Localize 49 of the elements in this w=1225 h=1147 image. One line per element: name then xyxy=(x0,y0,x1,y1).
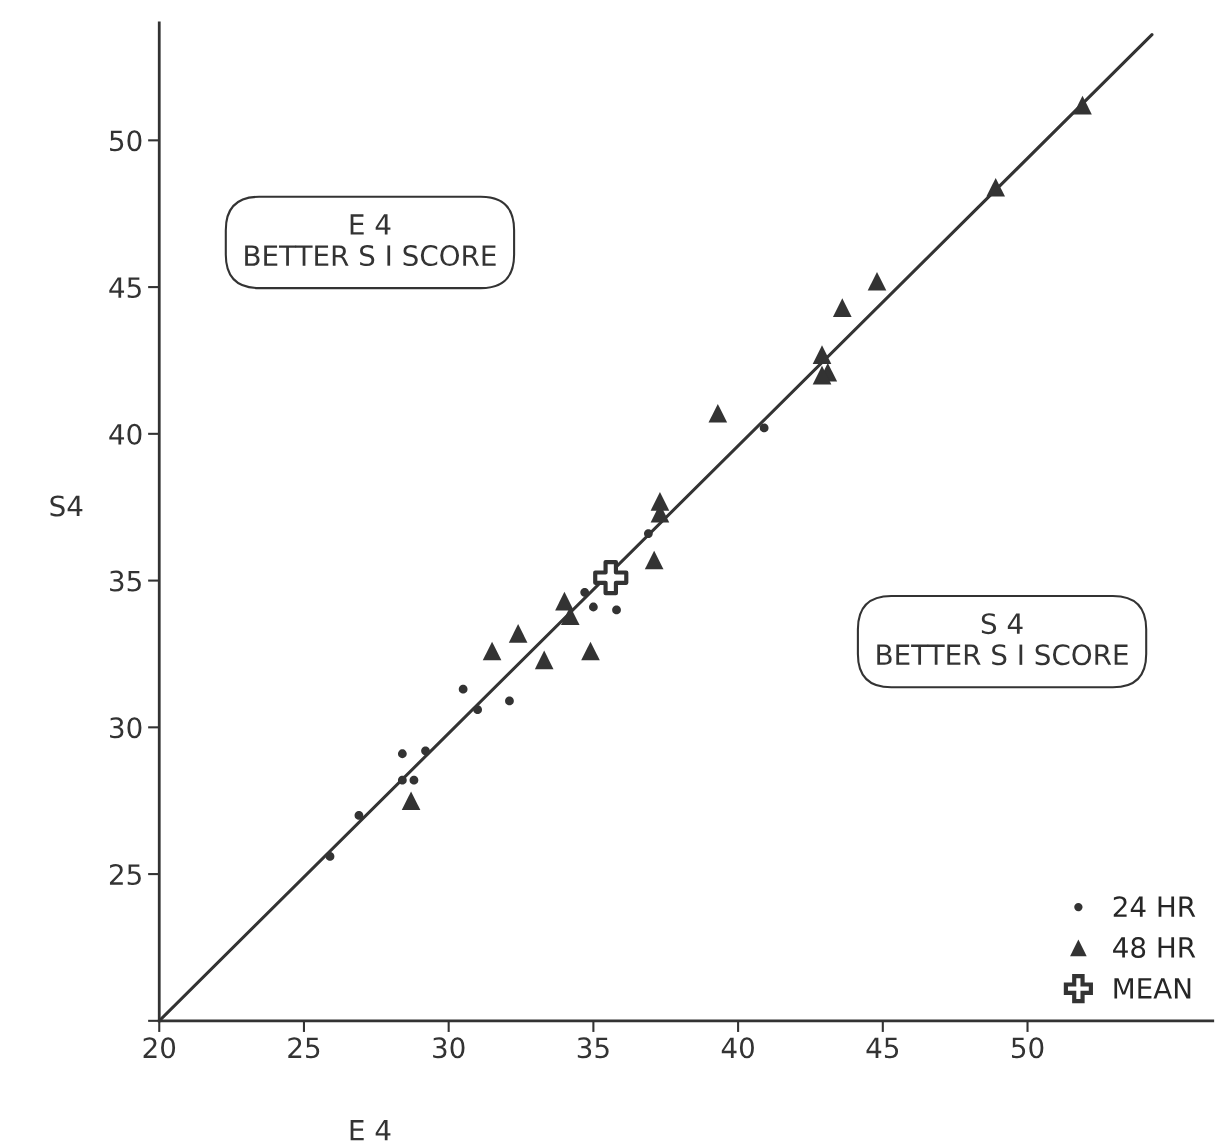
legend-label: 48 HR xyxy=(1113,937,1196,959)
x-tick-label: 20 xyxy=(143,1037,176,1059)
point xyxy=(473,705,483,715)
point xyxy=(421,746,430,756)
point xyxy=(508,624,528,643)
point xyxy=(588,602,598,612)
point xyxy=(401,791,421,811)
x-tick-label: 30 xyxy=(433,1037,465,1059)
x-axis-title: E 4 xyxy=(350,1120,391,1141)
point xyxy=(643,529,653,539)
point xyxy=(593,560,629,596)
point xyxy=(644,550,664,570)
annotation: E 4 BETTER S I SCORE xyxy=(245,214,496,267)
point xyxy=(397,749,407,759)
legend-label: MEAN xyxy=(1114,978,1191,999)
point xyxy=(555,591,574,611)
point xyxy=(612,605,621,615)
point xyxy=(1073,95,1092,115)
y-tick-label: 25 xyxy=(109,864,141,886)
legend-label: 24 HR xyxy=(1113,896,1196,917)
point xyxy=(832,298,852,317)
x-tick-label: 45 xyxy=(866,1037,899,1059)
x-tick-label: 50 xyxy=(1011,1037,1044,1059)
point xyxy=(325,852,335,861)
point xyxy=(812,345,832,364)
point xyxy=(505,696,514,706)
point xyxy=(482,641,502,661)
point xyxy=(534,650,554,670)
y-tick-label: 35 xyxy=(110,570,141,592)
point xyxy=(458,684,468,694)
x-tick-label: 40 xyxy=(721,1037,754,1059)
y-tick-label: 45 xyxy=(109,277,141,299)
point xyxy=(581,641,600,661)
y-tick-label: 50 xyxy=(110,130,142,152)
point xyxy=(708,403,728,423)
point xyxy=(867,271,887,291)
x-tick-label: 25 xyxy=(288,1037,320,1059)
point xyxy=(397,775,407,785)
point xyxy=(354,810,364,820)
x-tick-label: 35 xyxy=(577,1037,609,1059)
point xyxy=(580,587,590,597)
point xyxy=(409,775,419,785)
point xyxy=(986,177,1005,197)
annotation: S 4 BETTER S I SCORE xyxy=(877,613,1128,666)
point xyxy=(759,423,769,433)
y-tick-label: 40 xyxy=(109,423,142,445)
y-tick-label: 30 xyxy=(110,717,142,739)
y-axis-title: S4 xyxy=(50,495,83,517)
point xyxy=(812,365,832,385)
